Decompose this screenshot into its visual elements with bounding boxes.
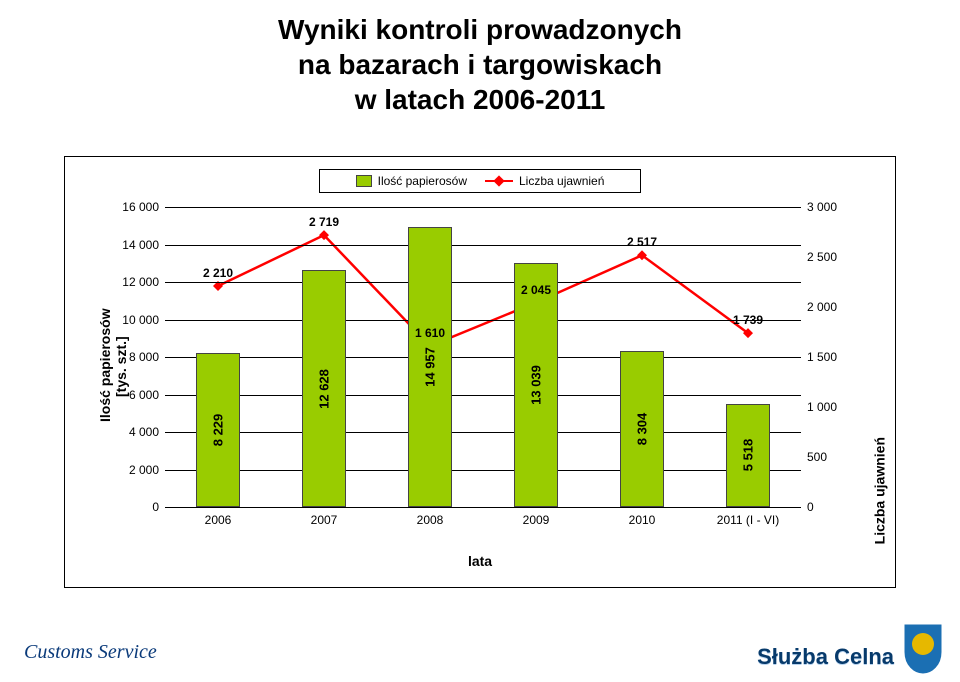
line-value-label: 2 719 — [309, 215, 339, 229]
y-left-tick-label: 0 — [111, 500, 159, 514]
bar: 5 518 — [726, 404, 771, 507]
y-right-tick-label: 2 500 — [807, 250, 855, 264]
title-line-3: w latach 2006-2011 — [0, 82, 960, 117]
bar-value-label: 14 957 — [422, 347, 437, 387]
chart-legend: Ilość papierosów Liczba ujawnień — [319, 169, 641, 193]
gridline — [165, 470, 801, 471]
footer-left: Customs Service — [24, 641, 157, 664]
legend-line-label: Liczba ujawnień — [519, 174, 604, 188]
y-right-tick-label: 1 500 — [807, 350, 855, 364]
bar-value-label: 12 628 — [316, 369, 331, 409]
page: Wyniki kontroli prowadzonych na bazarach… — [0, 0, 960, 682]
x-tick-label: 2011 (I - VI) — [717, 513, 779, 527]
y-left-tick-label: 10 000 — [111, 313, 159, 327]
y-right-axis-title: Liczba ujawnień — [871, 437, 887, 544]
y-right-tick-label: 500 — [807, 450, 855, 464]
y-right-tick-label: 3 000 — [807, 200, 855, 214]
line-value-label: 1 610 — [415, 326, 445, 340]
gridline — [165, 320, 801, 321]
chart-frame: Ilość papierosów Liczba ujawnień Ilość p… — [64, 156, 896, 588]
bar: 12 628 — [302, 270, 347, 507]
legend-line-swatch — [485, 175, 513, 187]
x-tick-label: 2007 — [311, 513, 338, 527]
line-value-label: 2 210 — [203, 266, 233, 280]
y-left-tick-label: 6 000 — [111, 388, 159, 402]
bar-value-label: 5 518 — [740, 439, 755, 472]
y-left-tick-label: 16 000 — [111, 200, 159, 214]
legend-item-bars: Ilość papierosów — [356, 174, 467, 188]
x-tick-label: 2010 — [629, 513, 656, 527]
x-tick-label: 2009 — [523, 513, 550, 527]
y-left-tick-label: 8 000 — [111, 350, 159, 364]
bar-value-label: 13 039 — [528, 365, 543, 405]
bar: 8 304 — [620, 351, 665, 507]
footer-right-text: Służba Celna — [757, 644, 894, 670]
y-right-tick-label: 1 000 — [807, 400, 855, 414]
legend-bar-swatch — [356, 175, 372, 187]
title-line-2: na bazarach i targowiskach — [0, 47, 960, 82]
gridline — [165, 207, 801, 208]
legend-item-line: Liczba ujawnień — [485, 174, 604, 188]
gridline — [165, 245, 801, 246]
y-left-tick-label: 2 000 — [111, 463, 159, 477]
page-title: Wyniki kontroli prowadzonych na bazarach… — [0, 0, 960, 117]
x-tick-label: 2008 — [417, 513, 444, 527]
line-value-label: 1 739 — [733, 313, 763, 327]
bar: 8 229 — [196, 353, 241, 507]
line-value-label: 2 517 — [627, 235, 657, 249]
y-left-tick-label: 4 000 — [111, 425, 159, 439]
y-right-tick-label: 0 — [807, 500, 855, 514]
bar-value-label: 8 304 — [634, 413, 649, 446]
y-right-tick-label: 2 000 — [807, 300, 855, 314]
y-left-tick-label: 14 000 — [111, 238, 159, 252]
bar: 13 039 — [514, 263, 559, 507]
line-value-label: 2 045 — [521, 283, 551, 297]
x-axis-title: lata — [468, 553, 492, 569]
gridline — [165, 432, 801, 433]
plot-area: 02 0004 0006 0008 00010 00012 00014 0001… — [165, 207, 801, 507]
x-tick-label: 2006 — [205, 513, 232, 527]
bar: 14 957 — [408, 227, 453, 507]
gridline — [165, 395, 801, 396]
bar-value-label: 8 229 — [210, 414, 225, 447]
gridline — [165, 357, 801, 358]
y-left-tick-label: 12 000 — [111, 275, 159, 289]
footer-emblem-icon — [900, 622, 946, 676]
gridline — [165, 282, 801, 283]
legend-bar-label: Ilość papierosów — [378, 174, 467, 188]
title-line-1: Wyniki kontroli prowadzonych — [0, 12, 960, 47]
